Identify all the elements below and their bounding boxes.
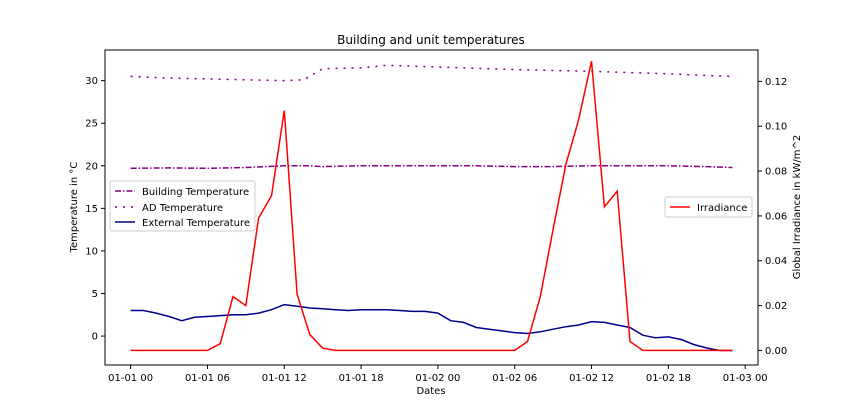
y-right-tick-label: 0.10 [765, 122, 787, 133]
y-right-tick-label: 0.06 [765, 211, 787, 222]
y-right-tick-label: 0.00 [765, 346, 787, 357]
legend-label-external: External Temperature [142, 218, 250, 229]
legend-left-box [109, 180, 256, 232]
y-axis-right: 0.00 0.02 0.04 0.06 0.08 0.10 0.12 [758, 77, 787, 357]
x-axis-label: Dates [416, 386, 445, 397]
legend-label-irradiance: Irradiance [697, 203, 747, 214]
y-left-tick-label: 15 [85, 204, 98, 215]
y-right-tick-label: 0.02 [765, 301, 787, 312]
chart-title: Building and unit temperatures [337, 33, 525, 47]
y-right-tick-label: 0.08 [765, 167, 787, 178]
y-axis-left: 0 5 10 15 20 25 30 [85, 76, 105, 343]
plot-area [130, 61, 733, 352]
x-tick-label: 01-02 00 [415, 373, 460, 384]
legend-right-box [664, 196, 753, 218]
legend-right: Irradiance [664, 196, 753, 218]
x-tick-label: 01-01 12 [262, 373, 307, 384]
legend-label-building: Building Temperature [142, 187, 249, 198]
y-axis-right-label: Global Irradiance in kW/m^2 [792, 135, 803, 279]
y-left-tick-label: 5 [92, 289, 98, 300]
series-line-ad-temperature [130, 64, 733, 82]
y-left-tick-label: 20 [85, 161, 98, 172]
y-axis-left-label: Temperature in °C [69, 162, 80, 254]
y-right-tick-label: 0.04 [765, 256, 787, 267]
y-left-tick-label: 10 [85, 246, 98, 257]
x-tick-label: 01-02 18 [646, 373, 691, 384]
legend-label-ad: AD Temperature [142, 203, 223, 214]
x-tick-label: 01-02 12 [569, 373, 614, 384]
x-axis: 01-01 00 01-01 06 01-01 12 01-01 18 01-02 00… [108, 365, 768, 384]
series-line-external-temperature [130, 303, 733, 352]
x-tick-label: 01-01 00 [108, 373, 153, 384]
y-left-tick-label: 0 [92, 332, 98, 343]
legend-left: Building Temperature AD Temperature Exte… [109, 180, 256, 232]
x-tick-label: 01-01 18 [339, 373, 384, 384]
series-line-building-temperature [130, 165, 733, 170]
series-line-irradiance [130, 61, 733, 352]
plot-frame [104, 49, 759, 366]
y-left-tick-label: 25 [85, 119, 98, 130]
x-tick-label: 01-02 06 [492, 373, 537, 384]
y-right-tick-label: 0.12 [765, 77, 787, 88]
y-left-tick-label: 30 [85, 76, 98, 87]
x-tick-label: 01-01 06 [185, 373, 230, 384]
x-tick-label: 01-03 00 [723, 373, 768, 384]
